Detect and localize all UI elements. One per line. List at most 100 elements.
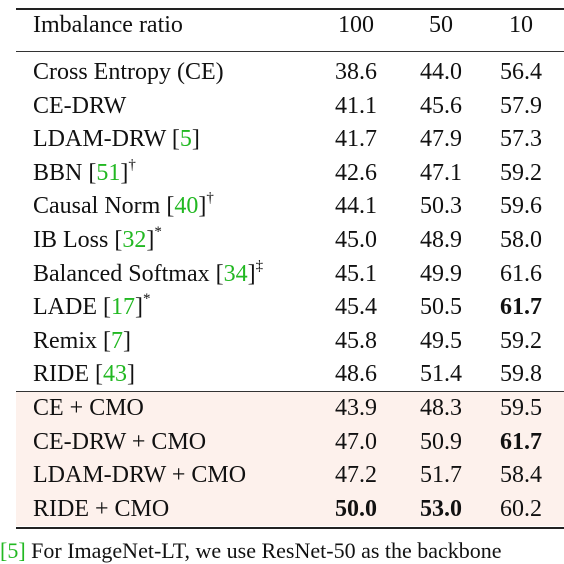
value-cell: 51.4 [420,361,462,388]
method-name: Remix [7] [33,327,131,354]
cmo-row: CE-DRW + CMO 47.0 50.9 61.7 [16,426,564,460]
method-label: CE-DRW + CMO [33,428,207,455]
method-label: LADE [33,294,97,321]
value-cell: 45.8 [335,327,377,354]
method-label: Causal Norm [33,193,161,220]
footer-citation: [5] [0,538,26,563]
value-cell: 41.1 [335,92,377,119]
cmo-row: LDAM-DRW + CMO 47.2 51.7 58.4 [16,459,564,493]
method-label: Balanced Softmax [33,260,210,287]
citation-link: 5 [179,126,192,153]
footer-text: [5] For ImageNet-LT, we use ResNet-50 as… [0,538,502,564]
citation-link: 40 [174,193,199,220]
value-cell: 44.1 [335,193,377,220]
cmo-row: CE + CMO 43.9 48.3 59.5 [16,392,564,426]
baseline-row: Causal Norm [40]† 44.1 50.3 59.6 [16,190,564,224]
method-label: RIDE [33,361,89,388]
method-name: LDAM-DRW + CMO [33,459,246,493]
footnote-mark: * [154,224,162,240]
citation-link: 34 [223,260,248,287]
value-cell: 60.2 [500,495,542,522]
header-label: Imbalance ratio [33,12,183,38]
value-cell: 41.7 [335,126,377,153]
method-label: RIDE + CMO [33,495,170,522]
value-cell: 45.0 [335,227,377,253]
value-cell: 57.9 [500,92,542,119]
method-name: LDAM-DRW [5] [33,126,200,153]
footnote-mark: * [142,291,151,308]
value-cell: 45.6 [420,92,462,119]
footer-caption: For ImageNet-LT, we use ResNet-50 as the… [31,538,502,563]
baseline-row: Balanced Softmax [34]‡ 45.1 49.9 61.6 [16,258,564,292]
method-name: Balanced Softmax [34]‡ [33,257,264,287]
value-cell: 48.9 [420,227,462,253]
footnote-mark: † [128,156,136,173]
value-cell: 45.1 [335,260,377,287]
value-cell: 59.2 [500,327,542,354]
method-name: Cross Entropy (CE) [33,56,224,90]
method-label: CE-DRW [33,92,127,119]
value-cell: 49.5 [420,327,462,354]
value-cell: 42.6 [335,159,377,186]
baseline-row: LADE [17]* 45.4 50.5 61.7 [16,291,564,325]
baseline-row: Cross Entropy (CE) 38.6 44.0 56.4 [16,56,564,90]
value-cell: 47.0 [335,428,377,455]
header-col-100: 100 [338,12,374,38]
footnote-mark: ‡ [255,257,264,274]
header-row: Imbalance ratio 100 50 10 [16,9,564,43]
cmo-highlight [16,391,564,526]
citation-link: 7 [111,327,123,354]
method-name: BBN [51]† [33,156,136,186]
method-name: Causal Norm [40]† [33,190,214,220]
baseline-row: IB Loss [32]* 45.0 48.9 58.0 [16,224,564,258]
value-cell: 61.6 [500,260,542,287]
baseline-row: CE-DRW 41.1 45.6 57.9 [16,90,564,124]
method-name: RIDE [43] [33,361,135,388]
top-rule [16,8,564,10]
baseline-row: BBN [51]† 42.6 47.1 59.2 [16,157,564,191]
value-cell: 47.2 [335,462,377,489]
method-name: RIDE + CMO [33,493,169,527]
method-name: CE-DRW [33,90,126,124]
citation-link: 51 [96,159,121,186]
citation-link: 17 [110,294,135,321]
method-label: LDAM-DRW [33,126,166,153]
citation-link: 32 [122,227,147,253]
value-cell: 59.8 [500,361,542,388]
value-cell: 58.4 [500,462,542,489]
value-cell: 61.7 [500,428,542,455]
value-cell: 58.0 [500,227,542,253]
value-cell: 51.7 [420,462,462,489]
value-cell: 53.0 [420,495,462,522]
value-cell: 57.3 [500,126,542,153]
value-cell: 44.0 [420,59,462,85]
method-label: Cross Entropy (CE) [33,59,224,85]
value-cell: 50.0 [335,495,377,522]
bottom-rule [16,527,564,529]
cmo-separator-rule [16,391,564,392]
value-cell: 38.6 [335,59,377,85]
value-cell: 43.9 [335,395,377,421]
citation-link: 43 [103,361,127,388]
value-cell: 50.5 [420,294,462,321]
value-cell: 59.6 [500,193,542,220]
method-label: LDAM-DRW + CMO [33,462,247,489]
baseline-row: Remix [7] 45.8 49.5 59.2 [16,325,564,359]
method-label: IB Loss [33,227,109,253]
baseline-row: RIDE [43] 48.6 51.4 59.8 [16,358,564,392]
method-name: CE-DRW + CMO [33,426,206,460]
value-cell: 59.2 [500,159,542,186]
value-cell: 47.1 [420,159,462,186]
method-label: BBN [33,159,83,186]
value-cell: 49.9 [420,260,462,287]
method-label: Remix [33,327,97,354]
value-cell: 47.9 [420,126,462,153]
header-rule [16,51,564,52]
value-cell: 56.4 [500,59,542,85]
value-cell: 50.9 [420,428,462,455]
cmo-row: RIDE + CMO 50.0 53.0 60.2 [16,493,564,527]
method-name: IB Loss [32]* [33,224,162,254]
header-col-10: 10 [509,12,533,38]
value-cell: 50.3 [420,193,462,220]
value-cell: 59.5 [500,395,542,421]
